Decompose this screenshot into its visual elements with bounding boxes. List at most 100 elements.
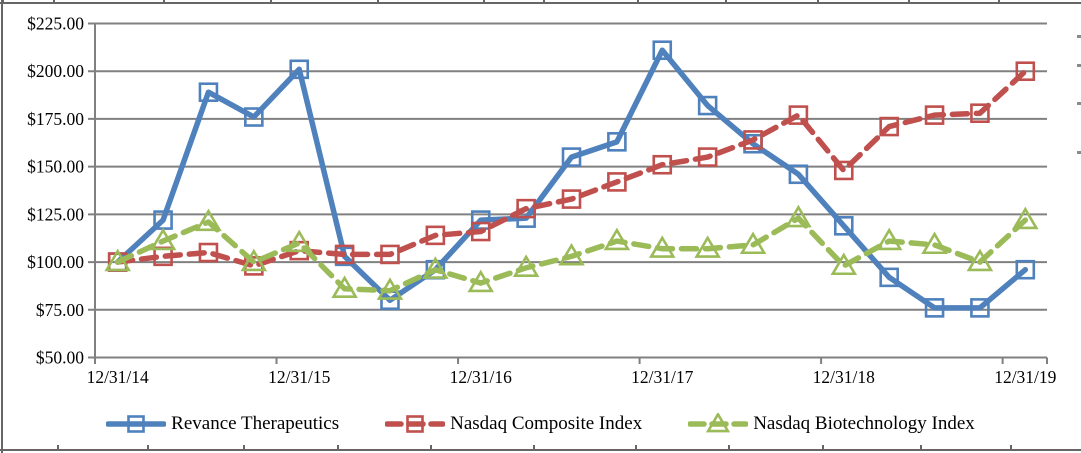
- data-point-marker: [694, 235, 721, 258]
- document-border-tick: [57, 445, 59, 449]
- data-point-marker: [244, 107, 264, 127]
- y-axis-label: $200.00: [27, 61, 84, 81]
- data-point-marker: [425, 225, 446, 246]
- x-axis-label: 12/31/14: [87, 367, 149, 387]
- legend-label: Nasdaq Composite Index: [450, 413, 643, 434]
- chart-legend: Revance Therapeutics Nasdaq Composite In…: [0, 405, 1081, 443]
- x-axis-label: 12/31/16: [450, 367, 512, 387]
- document-border-tick: [243, 445, 245, 449]
- y-axis-label: $50.00: [36, 348, 84, 368]
- data-point-marker: [607, 172, 627, 192]
- legend-label: Nasdaq Biotechnology Index: [753, 413, 975, 434]
- document-border-tick: [998, 0, 1000, 2]
- data-point-marker: [739, 231, 767, 255]
- data-point-marker: [970, 298, 990, 318]
- document-border-tick: [430, 445, 432, 449]
- data-point-marker: [879, 116, 899, 137]
- document-border-tick: [53, 0, 55, 2]
- data-point-marker: [331, 275, 358, 298]
- data-point-marker: [1015, 61, 1036, 82]
- data-point-marker: [1012, 206, 1039, 230]
- document-border-tick: [817, 0, 819, 2]
- x-axis-label: 12/31/17: [631, 367, 693, 387]
- data-point-marker: [561, 147, 582, 167]
- document-border-tick: [483, 0, 485, 2]
- document-border-tick: [270, 0, 272, 2]
- data-point-marker: [512, 254, 540, 277]
- legend-marker-blue-square-line: [106, 415, 167, 433]
- series-line: [114, 47, 1029, 311]
- axis-labels: $225.00 $200.00 $175.00 $150.00 $125.00 $100.…: [27, 14, 1057, 388]
- data-point-marker: [788, 164, 809, 185]
- data-point-marker: [516, 198, 536, 219]
- data-point-marker: [334, 244, 355, 265]
- legend-item-nasdaq-biotechnology: Nasdaq Biotechnology Index: [688, 413, 975, 435]
- data-point-marker: [127, 415, 145, 433]
- data-point-marker: [879, 267, 899, 288]
- y-axis-label: $150.00: [27, 157, 84, 177]
- data-point-marker: [289, 59, 310, 80]
- data-point-marker: [198, 82, 219, 103]
- document-border-tick: [728, 445, 730, 449]
- document-border-tick: [163, 0, 165, 2]
- gridlines: [88, 22, 1048, 364]
- data-point-marker: [149, 227, 177, 251]
- data-point-marker: [376, 277, 404, 300]
- data-point-marker: [833, 216, 854, 236]
- data-point-marker: [830, 252, 858, 276]
- data-point-marker: [198, 242, 219, 263]
- document-border-bottom: [0, 449, 1081, 451]
- data-point-marker: [607, 132, 627, 152]
- data-point-marker: [921, 231, 948, 255]
- document-border-nub: [1077, 102, 1081, 105]
- data-point-marker: [104, 248, 131, 272]
- data-point-marker: [785, 204, 812, 228]
- document-border-tick: [1010, 445, 1012, 449]
- data-point-marker: [558, 242, 585, 266]
- document-border-left: [1, 0, 3, 453]
- document-border-tick: [147, 445, 149, 449]
- data-point-marker: [924, 105, 945, 125]
- data-point-marker: [833, 160, 854, 181]
- data-point-marker: [924, 298, 945, 318]
- legend-marker-green-triangle-line: [688, 413, 749, 433]
- data-point-marker: [195, 208, 222, 232]
- y-axis-label: $125.00: [27, 204, 84, 224]
- legend-label: Revance Therapeutics: [171, 413, 340, 434]
- document-border-nub: [1077, 64, 1081, 67]
- legend-item-revance-therapeutics: Revance Therapeutics: [106, 413, 339, 435]
- data-point-marker: [470, 221, 491, 242]
- data-point-marker: [788, 105, 809, 125]
- data-point-marker: [380, 244, 400, 265]
- data-point-marker: [706, 413, 731, 433]
- data-point-marker: [652, 40, 673, 61]
- data-point-marker: [240, 248, 268, 272]
- data-point-marker: [406, 415, 424, 433]
- document-border-nub: [1077, 151, 1081, 154]
- data-point-marker: [697, 95, 718, 116]
- y-axis-label: $75.00: [36, 300, 84, 320]
- data-point-marker: [561, 189, 582, 209]
- data-point-marker: [285, 229, 313, 253]
- document-border-tick: [533, 445, 535, 449]
- data-point-marker: [422, 256, 449, 279]
- y-axis-label: $100.00: [27, 252, 84, 272]
- legend-item-nasdaq-composite: Nasdaq Composite Index: [385, 413, 642, 435]
- data-point-marker: [743, 130, 763, 150]
- y-axis-label: $225.00: [27, 14, 84, 34]
- series-line: [114, 215, 1029, 294]
- document-border-tick: [543, 0, 545, 2]
- document-border-tick: [2, 0, 4, 2]
- data-point-marker: [603, 227, 631, 251]
- legend-marker-red-square-line: [385, 415, 446, 433]
- document-border-tick: [377, 0, 379, 2]
- data-point-marker: [966, 248, 994, 272]
- data-point-marker: [970, 103, 990, 124]
- document-border-tick: [920, 445, 922, 449]
- data-point-marker: [1015, 259, 1036, 280]
- document-border-tick: [908, 0, 910, 2]
- x-axis-label: 12/31/19: [994, 367, 1056, 387]
- x-axis-label: 12/31/18: [813, 367, 875, 387]
